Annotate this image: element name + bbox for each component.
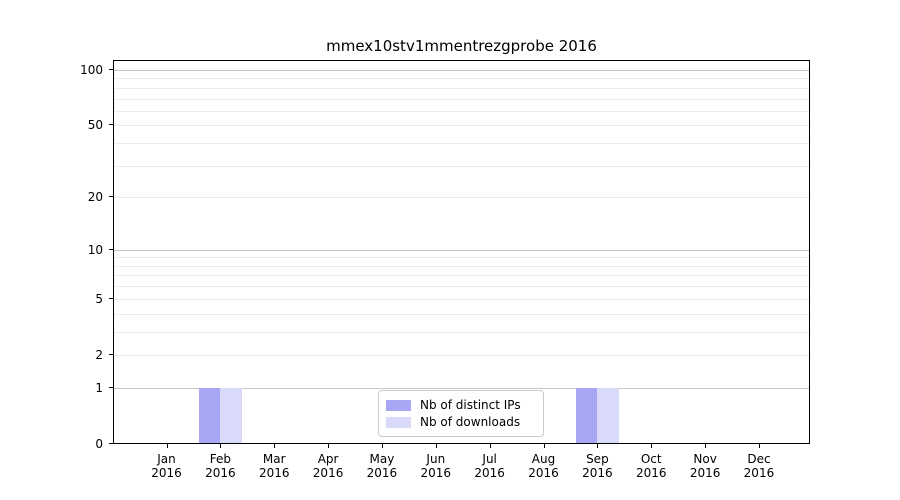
- gridline-minor: [114, 125, 809, 127]
- x-tick-year: 2016: [205, 466, 236, 480]
- legend-swatch-downloads: [386, 416, 411, 428]
- x-tick-month: Nov: [693, 452, 717, 466]
- x-tick-mark: [166, 444, 168, 448]
- gridline-minor: [114, 275, 809, 277]
- x-tick-month: May: [369, 452, 395, 466]
- gridline-minor: [114, 78, 809, 80]
- y-tick-mark: [109, 353, 113, 355]
- x-tick-month: Feb: [209, 452, 231, 466]
- x-tick-month: Jun: [426, 452, 446, 466]
- x-tick-year: 2016: [474, 466, 505, 480]
- x-tick-month: Jan: [157, 452, 176, 466]
- y-tick-label: 0: [95, 437, 103, 451]
- legend: Nb of distinct IPs Nb of downloads: [378, 390, 544, 437]
- x-tick-label: Dec 2016: [719, 452, 799, 480]
- x-tick-label: Nov 2016: [665, 452, 745, 480]
- x-tick-year: 2016: [258, 466, 290, 480]
- y-tick-label: 100: [80, 63, 103, 77]
- y-tick-label: 1: [95, 380, 103, 395]
- x-tick-label: Jul 2016: [450, 452, 530, 480]
- x-tick-month: Dec: [747, 452, 771, 466]
- x-tick-month: Aug: [531, 452, 556, 466]
- x-tick-year: 2016: [689, 466, 721, 480]
- x-tick-mark: [758, 444, 760, 448]
- legend-swatch-distinct-ips: [386, 399, 411, 411]
- gridline-minor: [114, 143, 809, 145]
- gridline-major: [114, 70, 809, 71]
- x-tick-year: 2016: [743, 466, 775, 480]
- x-tick-year: 2016: [582, 466, 613, 480]
- x-tick-label: Jan 2016: [127, 452, 207, 480]
- x-tick-mark: [381, 444, 383, 448]
- y-tick-mark: [109, 69, 113, 70]
- y-tick-mark: [109, 248, 113, 250]
- y-tick-mark: [109, 297, 113, 299]
- gridline-minor: [114, 354, 809, 356]
- x-tick-mark: [489, 444, 491, 448]
- gridline-minor: [114, 286, 809, 288]
- legend-entry-distinct-ips: Nb of distinct IPs: [386, 398, 543, 412]
- x-tick-year: 2016: [528, 466, 559, 480]
- x-tick-label: Mar 2016: [234, 452, 314, 480]
- x-tick-label: Aug 2016: [504, 452, 584, 480]
- legend-label-distinct-ips: Nb of distinct IPs: [420, 398, 521, 412]
- x-tick-month: Sep: [586, 452, 609, 466]
- gridline-major: [114, 387, 809, 389]
- x-tick-label: Oct 2016: [611, 452, 691, 480]
- y-tick-mark: [109, 443, 113, 444]
- gridline-minor: [114, 331, 809, 333]
- gridline-minor: [114, 197, 809, 199]
- x-tick-mark: [328, 444, 330, 448]
- y-tick-mark: [109, 196, 113, 198]
- x-tick-label: Feb 2016: [180, 452, 260, 480]
- gridline-major: [114, 249, 809, 251]
- x-tick-mark: [597, 444, 599, 448]
- x-tick-mark: [651, 444, 653, 448]
- x-tick-year: 2016: [151, 466, 182, 480]
- x-tick-year: 2016: [635, 466, 667, 480]
- gridline-minor: [114, 313, 809, 315]
- gridline-minor: [114, 165, 809, 167]
- bar-downloads-feb-2016: [220, 387, 242, 443]
- bar-downloads-sep-2016: [597, 387, 619, 443]
- x-tick-month: Mar: [262, 452, 286, 466]
- gridline-minor: [114, 110, 809, 112]
- x-tick-mark: [274, 444, 276, 448]
- x-tick-label: Apr 2016: [288, 452, 368, 480]
- y-tick-label: 50: [87, 118, 103, 133]
- bar-distinct-ips-feb-2016: [198, 387, 221, 443]
- x-tick-month: Oct: [640, 452, 662, 466]
- legend-entry-downloads: Nb of downloads: [386, 415, 543, 429]
- y-tick-label: 20: [87, 190, 103, 205]
- x-tick-mark: [543, 444, 545, 448]
- y-tick-label: 10: [87, 242, 103, 257]
- legend-label-downloads: Nb of downloads: [420, 415, 521, 429]
- gridline-minor: [114, 298, 809, 300]
- gridline-minor: [114, 257, 809, 259]
- x-tick-year: 2016: [312, 466, 344, 480]
- x-tick-year: 2016: [420, 466, 452, 480]
- x-tick-label: Sep 2016: [557, 452, 637, 480]
- y-tick-label: 2: [95, 347, 103, 362]
- bar-distinct-ips-sep-2016: [575, 387, 598, 443]
- chart-title: mmex10stv1mmentrezgprobe 2016: [326, 37, 597, 55]
- x-tick-label: May 2016: [342, 452, 422, 480]
- x-tick-month: Jul: [482, 452, 497, 466]
- x-tick-mark: [435, 444, 437, 448]
- x-tick-mark: [705, 444, 707, 448]
- x-tick-mark: [220, 444, 222, 448]
- y-tick-mark: [109, 386, 113, 388]
- gridline-minor: [114, 87, 809, 89]
- y-tick-label: 5: [95, 291, 103, 306]
- x-tick-label: Jun 2016: [396, 452, 476, 480]
- y-tick-mark: [109, 124, 113, 126]
- gridline-minor: [114, 98, 809, 100]
- x-tick-month: Apr: [317, 452, 339, 466]
- plot-area: [113, 60, 810, 444]
- x-tick-year: 2016: [366, 466, 398, 480]
- gridline-minor: [114, 265, 809, 267]
